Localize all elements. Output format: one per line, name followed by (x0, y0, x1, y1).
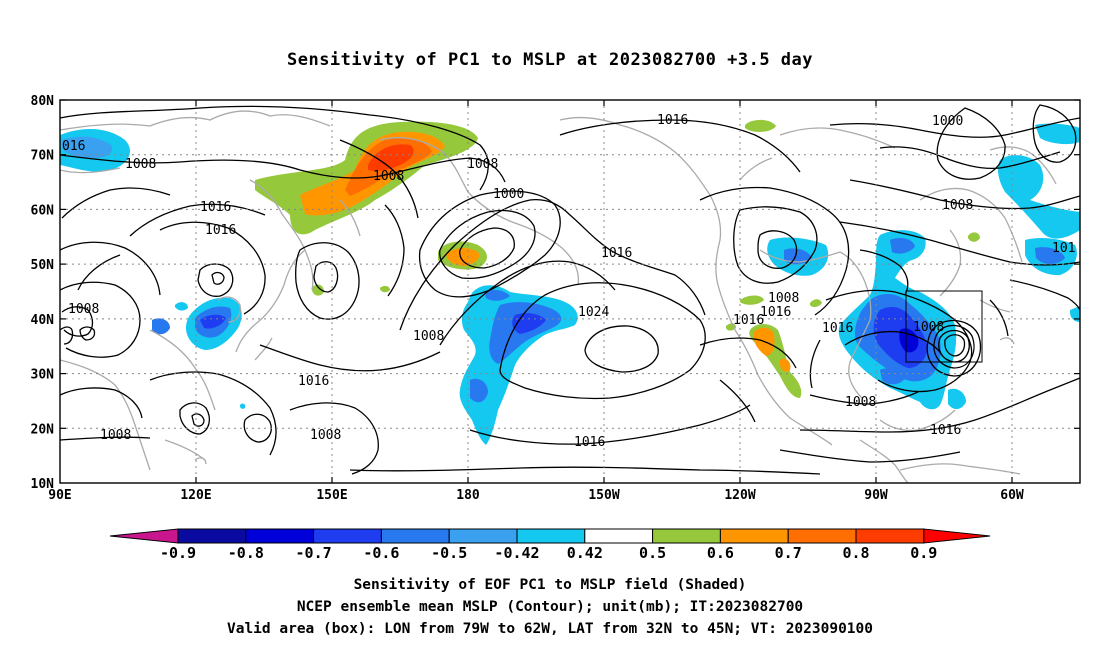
lat-label: 50N (31, 258, 55, 273)
colorbar-label: 0.42 (567, 544, 603, 562)
colorbar-swatch (448, 528, 518, 544)
lat-labels: 80N 70N 60N 50N 40N 30N 20N 10N (31, 94, 55, 492)
colorbar: -0.9 -0.8 -0.7 -0.6 -0.5 -0.42 0.42 0.5 … (109, 528, 991, 562)
mslp-contours (60, 104, 1080, 475)
lon-label: 90W (864, 488, 888, 503)
lat-label: 60N (31, 203, 55, 218)
contour-label: 1016 (657, 113, 688, 128)
colorbar-label: 0.8 (842, 544, 869, 562)
map-title: Sensitivity of PC1 to MSLP at 2023082700… (286, 50, 813, 70)
contour-label: 1008 (845, 395, 876, 410)
contour-label: 1008 (310, 428, 341, 443)
contour-label: 1016 (298, 374, 329, 389)
lat-label: 30N (31, 368, 55, 383)
contour-label: 1016 (930, 423, 961, 438)
valid-area-box (905, 290, 983, 363)
contour-label: 1008 (68, 302, 99, 317)
contour-label: 1016 (822, 321, 853, 336)
contour-label: 1008 (942, 198, 973, 213)
contour-label: 1024 (578, 305, 609, 320)
caption-line-3: Valid area (box): LON from 79W to 62W, L… (226, 621, 873, 637)
colorbar-swatch (855, 528, 925, 544)
colorbar-swatch (245, 528, 315, 544)
lon-label: 120W (724, 488, 755, 503)
contour-label: 1008 (125, 157, 156, 172)
lon-label: 150W (588, 488, 619, 503)
shading-negative (60, 123, 1080, 445)
contour-label: 016 (62, 139, 85, 154)
colorbar-swatch (516, 528, 586, 544)
graticule (60, 100, 1080, 483)
lat-label: 10N (31, 477, 55, 492)
contour-label: 1016 (200, 200, 231, 215)
contour-label: 1016 (733, 313, 764, 328)
lat-ticks (60, 99, 1080, 429)
captions: Sensitivity of EOF PC1 to MSLP field (Sh… (0, 574, 1100, 640)
lat-label: 20N (31, 422, 55, 437)
contour-label: 1008 (913, 320, 944, 335)
lat-label: 40N (31, 313, 55, 328)
lon-labels: 90E 120E 150E 180 150W 120W 90W 60W (48, 488, 1024, 503)
colorbar-label: 0.5 (639, 544, 666, 562)
colorbar-label: -0.8 (228, 544, 264, 562)
lon-label: 60W (1000, 488, 1024, 503)
contour-label: 1000 (493, 187, 524, 202)
contour-label: 1000 (932, 114, 963, 129)
contour-label: 1016 (760, 305, 791, 320)
contour-label: 1016 (601, 246, 632, 261)
contour-label: 1008 (413, 329, 444, 344)
lon-label: 90E (48, 488, 71, 503)
colorbar-label: -0.5 (431, 544, 467, 562)
contour-label: 1008 (768, 291, 799, 306)
lat-label: 70N (31, 149, 55, 164)
contour-labels: 016 1008 1008 1016 1016 1008 1008 1016 1… (62, 113, 1075, 450)
contour-label: 101 (1052, 241, 1075, 256)
colorbar-swatch (719, 528, 789, 544)
contour-label: 1016 (574, 435, 605, 450)
contour-label: 1016 (205, 223, 236, 238)
contour-label: 1008 (467, 157, 498, 172)
colorbar-swatch (313, 528, 382, 544)
colorbar-swatch (652, 528, 721, 544)
map-frame (59, 99, 1081, 484)
contour-label: 1008 (373, 169, 404, 184)
contour-label: 1008 (100, 428, 131, 443)
colorbar-label: -0.9 (160, 544, 196, 562)
colorbar-label: -0.6 (363, 544, 399, 562)
lon-ticks (195, 100, 1013, 483)
colorbar-label: 0.9 (910, 544, 937, 562)
lon-label: 180 (456, 488, 480, 503)
colorbar-swatch (177, 528, 247, 544)
caption-line-2: NCEP ensemble mean MSLP (Contour); unit(… (296, 599, 804, 615)
caption-line-1: Sensitivity of EOF PC1 to MSLP field (Sh… (353, 577, 747, 593)
colorbar-swatch (380, 528, 450, 544)
colorbar-swatch (787, 528, 857, 544)
lon-label: 150E (316, 488, 347, 503)
colorbar-right-arrow (923, 528, 991, 544)
colorbar-label: -0.7 (296, 544, 332, 562)
colorbar-swatch (584, 528, 654, 544)
colorbar-label: 0.6 (707, 544, 734, 562)
lat-label: 80N (31, 94, 55, 109)
colorbar-label: 0.7 (775, 544, 802, 562)
lon-label: 120E (180, 488, 211, 503)
coastlines (60, 110, 1057, 483)
colorbar-label: -0.42 (494, 544, 539, 562)
colorbar-left-arrow (109, 528, 179, 544)
